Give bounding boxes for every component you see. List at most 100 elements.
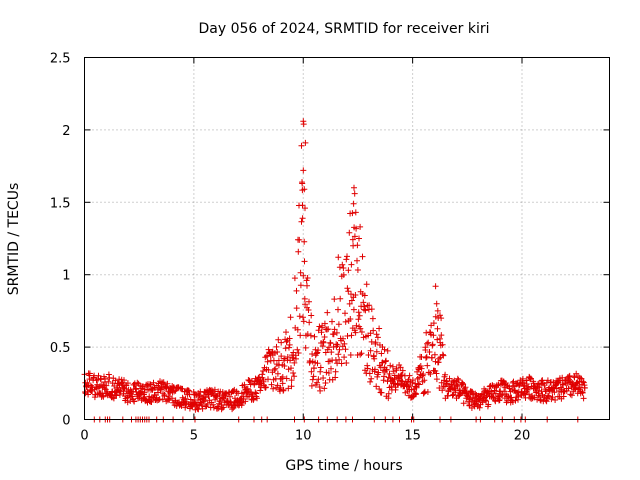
data-point: [560, 393, 567, 400]
y-tick-label: 2.5: [50, 52, 71, 67]
data-point: [296, 313, 303, 320]
data-point: [417, 363, 424, 369]
data-point: [367, 347, 374, 354]
data-point: [363, 281, 370, 288]
data-point: [321, 385, 328, 392]
data-point: [336, 346, 343, 353]
data-point: [282, 345, 289, 352]
data-point: [340, 271, 347, 278]
data-point: [418, 365, 425, 372]
data-point: [567, 391, 574, 398]
data-point: [315, 376, 322, 383]
data-point: [373, 348, 380, 355]
data-point: [325, 326, 332, 333]
data-point: [204, 401, 211, 407]
data-point: [449, 392, 456, 399]
data-point: [416, 381, 422, 388]
data-point: [381, 346, 388, 353]
data-point: [454, 375, 461, 382]
data-point: [103, 382, 110, 389]
data-point: [413, 384, 420, 391]
data-point: [406, 372, 413, 379]
data-point: [537, 396, 544, 403]
data-point: [344, 285, 351, 292]
data-point: [311, 333, 318, 340]
data-point: [314, 360, 321, 367]
data-point: [434, 325, 441, 332]
data-point: [373, 331, 380, 338]
data-point: [304, 275, 311, 281]
data-point: [260, 377, 267, 383]
data-point: [171, 388, 178, 395]
data-point: [210, 404, 217, 411]
data-point: [374, 334, 381, 341]
y-tick-label: 0.5: [50, 341, 71, 356]
axis-ticks: 0 5 10 15 20 0 0.5 1 1.5 2 2.5: [50, 52, 610, 444]
data-point: [472, 390, 479, 397]
data-point: [86, 370, 93, 377]
data-point: [379, 359, 386, 366]
data-point: [455, 377, 462, 383]
data-point: [429, 341, 436, 348]
data-point: [286, 344, 292, 351]
data-point: [121, 377, 127, 384]
data-point: [525, 384, 532, 391]
data-point: [370, 327, 377, 334]
data-point: [299, 180, 306, 187]
data-point: [355, 316, 362, 323]
data-point: [353, 322, 360, 329]
data-point: [297, 332, 304, 339]
data-point: [376, 386, 383, 392]
x-tick-label: 0: [80, 429, 88, 444]
data-point: [298, 142, 305, 149]
data-point: [387, 362, 394, 369]
data-point: [423, 354, 429, 361]
data-point: [270, 385, 277, 392]
data-point: [425, 339, 432, 346]
data-point: [442, 371, 449, 378]
data-point: [301, 238, 308, 245]
data-point: [353, 225, 360, 232]
data-point: [397, 364, 404, 371]
data-point: [424, 340, 431, 347]
data-point: [366, 370, 373, 377]
y-axis-label: SRMTID / TECUs: [6, 183, 22, 296]
data-point: [429, 354, 435, 361]
data-point: [551, 389, 558, 396]
data-point: [105, 378, 112, 385]
data-point: [242, 398, 249, 405]
data-point: [220, 404, 227, 411]
data-point: [268, 381, 275, 388]
data-point: [345, 267, 352, 274]
data-point: [482, 397, 488, 404]
data-point: [271, 367, 278, 373]
data-point: [552, 397, 559, 403]
data-point: [317, 364, 324, 371]
data-point: [424, 389, 431, 395]
data-point: [164, 380, 171, 387]
data-point: [460, 400, 467, 407]
data-point: [367, 378, 374, 385]
data-point: [300, 314, 306, 321]
data-point: [340, 265, 347, 271]
data-point: [293, 355, 299, 362]
data-point: [348, 297, 355, 304]
y-tick-label: 1.5: [50, 196, 71, 211]
data-point: [332, 374, 339, 381]
data-point: [346, 229, 353, 236]
data-point: [335, 351, 342, 358]
data-point: [229, 406, 236, 413]
data-point: [421, 389, 428, 396]
data-point: [165, 393, 172, 400]
data-point: [483, 398, 490, 404]
data-point: [192, 400, 199, 407]
data-point: [286, 335, 293, 342]
data-point: [357, 223, 364, 230]
data-point: [134, 379, 141, 386]
data-point: [274, 370, 281, 377]
data-point: [342, 310, 348, 317]
data-point: [321, 320, 328, 327]
data-point: [565, 385, 572, 392]
data-point: [298, 218, 305, 225]
data-point: [322, 380, 329, 386]
